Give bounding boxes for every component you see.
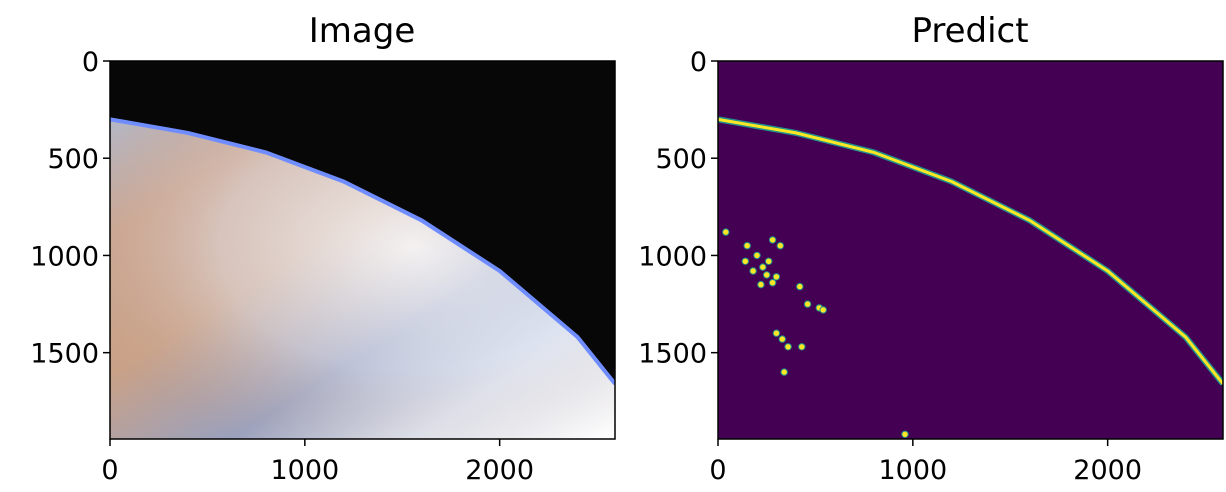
predicted-blob bbox=[749, 267, 757, 275]
panel-image: Image 0 1000 2000 0 500 1000 1500 bbox=[30, 11, 616, 486]
predict-xtick-label: 2000 bbox=[1073, 455, 1142, 486]
earth-photo bbox=[110, 61, 615, 439]
predicted-blob bbox=[780, 368, 788, 376]
predicted-blob bbox=[901, 430, 909, 438]
ticks-image: 0 1000 2000 0 500 1000 1500 bbox=[30, 47, 534, 486]
predicted-blob bbox=[743, 242, 751, 250]
predicted-blob bbox=[768, 236, 777, 244]
panel-predict: Predict 0 1000 2000 0 500 1000 1500 bbox=[638, 11, 1224, 486]
panel-image-title: Image bbox=[309, 11, 415, 51]
predict-ytick-label: 0 bbox=[690, 47, 707, 78]
predict-ytick-label: 500 bbox=[655, 144, 707, 175]
predict-xtick-label: 1000 bbox=[878, 455, 947, 486]
panel-predict-title: Predict bbox=[911, 11, 1028, 51]
predict-xtick-label: 0 bbox=[709, 455, 726, 486]
image-xtick-label: 2000 bbox=[465, 455, 534, 486]
predicted-blob bbox=[759, 263, 767, 271]
image-ytick-label: 1500 bbox=[30, 339, 99, 370]
predicted-blob bbox=[753, 251, 761, 260]
ticks-predict: 0 1000 2000 0 500 1000 1500 bbox=[638, 47, 1142, 486]
predicted-blob bbox=[741, 257, 749, 265]
prediction-mask bbox=[718, 61, 1223, 439]
axes-frame-image bbox=[109, 60, 616, 440]
mask-background bbox=[718, 61, 1223, 439]
predicted-blob bbox=[778, 335, 786, 343]
image-xtick-label: 0 bbox=[101, 455, 118, 486]
predicted-blobs bbox=[722, 228, 909, 438]
predicted-blob bbox=[768, 279, 777, 287]
predicted-blob bbox=[772, 273, 781, 281]
predicted-blob bbox=[803, 300, 812, 308]
predicted-blob bbox=[819, 306, 827, 314]
predicted-blob bbox=[722, 228, 730, 236]
image-ytick-label: 1000 bbox=[30, 241, 99, 272]
image-xtick-label: 1000 bbox=[270, 455, 339, 486]
predicted-blob bbox=[798, 343, 806, 351]
predicted-horizon-line bbox=[718, 117, 1223, 385]
image-ytick-label: 0 bbox=[82, 47, 99, 78]
predicted-blob bbox=[765, 257, 773, 265]
cloud-haze bbox=[110, 119, 615, 439]
image-ytick-label: 500 bbox=[47, 144, 99, 175]
predicted-blob bbox=[763, 271, 771, 279]
predict-ytick-label: 1500 bbox=[638, 339, 707, 370]
predicted-blob bbox=[757, 280, 765, 289]
predicted-blob bbox=[784, 343, 792, 351]
predicted-blob bbox=[776, 242, 784, 250]
predicted-blob bbox=[796, 282, 804, 291]
predicted-blob bbox=[772, 329, 781, 337]
predict-ytick-label: 1000 bbox=[638, 241, 707, 272]
atmosphere-limb bbox=[110, 117, 615, 386]
axes-frame-predict bbox=[717, 60, 1224, 440]
